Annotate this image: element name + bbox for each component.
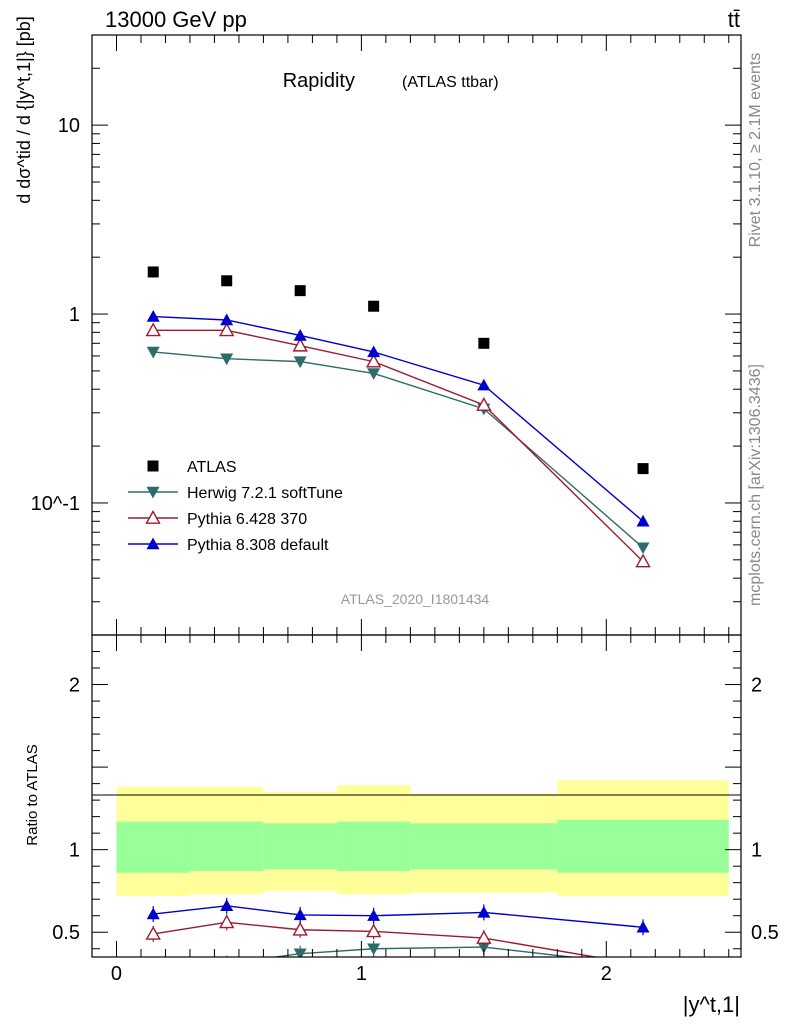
data-point xyxy=(477,378,491,391)
header-right: tt̄ xyxy=(728,7,740,32)
main-y-tick-label: 10 xyxy=(58,115,80,137)
ratio-data-point xyxy=(365,923,382,938)
ratio-y-tick-label-right: 1 xyxy=(751,840,762,862)
ratio-frame xyxy=(91,634,742,958)
rivet-label: Rivet 3.1.10, ≥ 2.1M events xyxy=(747,53,764,248)
data-point xyxy=(476,397,492,411)
ratio-series-group xyxy=(145,897,650,972)
data-point xyxy=(293,356,307,369)
ratio-data-point xyxy=(477,941,491,954)
ratio-data-point xyxy=(220,958,233,970)
legend: ATLAS Herwig 7.2.1 softTune Pythia 6.428 3… xyxy=(128,459,343,554)
data-point xyxy=(147,266,159,278)
series-line xyxy=(153,329,644,562)
chart-subtitle: (ATLAS ttbar) xyxy=(402,74,499,91)
ratio-data-point xyxy=(637,959,650,971)
data-point xyxy=(292,337,308,352)
ratio-band-green xyxy=(336,821,411,872)
ratio-data-point xyxy=(637,960,650,972)
ratio-y-tick-label: 2 xyxy=(69,675,80,697)
ratio-data-point xyxy=(476,930,492,944)
ratio-series-2 xyxy=(146,897,650,936)
data-point xyxy=(145,322,161,337)
main-panel: 10^-1 1 10 Rapidity (ATLAS ttbar) ATLAS_20… xyxy=(14,16,742,636)
legend-marker xyxy=(145,510,161,524)
ratio-data-point xyxy=(220,899,234,912)
x-axis-label: |y^t,1| xyxy=(683,992,740,1017)
data-point xyxy=(146,310,160,322)
data-point xyxy=(220,313,234,326)
ratio-data-point xyxy=(367,943,381,956)
ratio-series-1 xyxy=(145,914,650,971)
data-point xyxy=(636,542,650,555)
x-tick-label: 0 xyxy=(111,963,122,985)
data-point xyxy=(365,353,382,368)
data-point xyxy=(221,275,233,287)
main-y-tick-label: 10^-1 xyxy=(31,493,80,515)
series-2 xyxy=(145,322,651,568)
data-point xyxy=(367,368,381,380)
legend-label: Herwig 7.2.1 softTune xyxy=(187,485,343,502)
ratio-data-point xyxy=(636,920,650,933)
data-point xyxy=(146,346,160,359)
ratio-y-tick-label: 0.5 xyxy=(52,922,80,944)
data-point xyxy=(219,322,235,337)
ratio-band-green xyxy=(116,821,190,873)
ratio-data-point xyxy=(145,925,161,940)
series-line xyxy=(153,315,644,522)
ratio-y-tick-label-right: 0.5 xyxy=(751,922,779,944)
ratio-panel: 0.5 0.5 1 1 2 2 0 1 2 Ratio to ATLAS |y^t,1| xyxy=(24,634,779,1017)
ratio-data-point xyxy=(219,914,235,929)
data-point xyxy=(637,463,649,475)
legend-label: ATLAS xyxy=(187,459,237,476)
ratio-band-green xyxy=(263,823,337,870)
mcplots-label: mcplots.cern.ch [arXiv:1306.3436] xyxy=(747,364,764,606)
ratio-y-axis-label: Ratio to ATLAS xyxy=(24,744,41,845)
ratio-band-green xyxy=(410,823,558,870)
ratio-data-point xyxy=(293,948,307,957)
ratio-axis-ticks: 0.5 0.5 1 1 2 2 0 1 2 xyxy=(52,634,779,985)
series-0 xyxy=(147,266,649,475)
ratio-y-tick-label-right: 2 xyxy=(751,675,762,697)
ratio-y-tick-label: 1 xyxy=(69,840,80,862)
data-point xyxy=(293,328,307,341)
ratio-series-line xyxy=(153,905,644,928)
analysis-watermark: ATLAS_2020_I1801434 xyxy=(341,591,490,607)
x-tick-label: 2 xyxy=(601,963,612,985)
series-3 xyxy=(146,310,650,527)
data-point xyxy=(478,337,490,349)
main-y-tick-label: 1 xyxy=(69,304,80,326)
ratio-data-point xyxy=(146,907,160,920)
data-point xyxy=(367,345,381,358)
header-left: 13000 GeV pp xyxy=(105,7,247,32)
data-point xyxy=(294,285,306,297)
ratio-data-point xyxy=(292,921,308,936)
legend-marker xyxy=(146,486,160,499)
main-series-group xyxy=(145,266,651,568)
ratio-band-green xyxy=(189,821,264,872)
ratio-band-green xyxy=(557,819,729,873)
data-point xyxy=(220,353,234,366)
legend-label: Pythia 6.428 370 xyxy=(187,511,307,528)
ratio-data-point xyxy=(293,908,307,921)
data-point xyxy=(635,553,651,568)
main-y-axis-label: d dσ^tid / d {|y^t,1|} [pb] xyxy=(14,16,34,203)
ratio-series-line xyxy=(153,921,599,957)
data-point xyxy=(636,514,650,527)
chart-title: Rapidity xyxy=(283,70,355,92)
legend-marker xyxy=(146,537,160,550)
legend-label: Pythia 8.308 default xyxy=(187,537,329,554)
x-tick-label: 1 xyxy=(356,963,367,985)
data-point xyxy=(368,300,380,312)
main-axis-ticks: 10^-1 1 10 xyxy=(31,34,741,636)
ratio-bands xyxy=(116,780,729,896)
ratio-data-point xyxy=(367,909,381,921)
ratio-data-point xyxy=(477,905,491,918)
legend-marker xyxy=(147,460,159,472)
